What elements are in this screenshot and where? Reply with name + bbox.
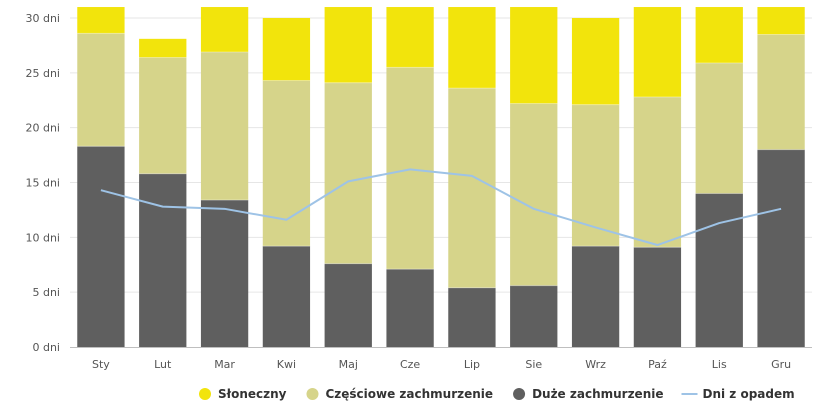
bar-segment	[262, 18, 311, 81]
y-tick-label: 0 dni	[32, 341, 60, 354]
precipitation-series-line	[100, 168, 782, 247]
bar-segment	[139, 173, 187, 347]
bar-segment	[139, 38, 187, 58]
y-tick-label: 20 dni	[25, 122, 60, 135]
bar-segment	[262, 80, 311, 247]
x-tick-label: Kwi	[277, 358, 296, 371]
x-tick-label: Gru	[771, 358, 791, 371]
bar-segment	[510, 103, 558, 286]
legend-label: Duże zachmurzenie	[532, 387, 663, 401]
bar-segment	[77, 33, 125, 147]
legend-marker	[513, 388, 526, 400]
y-tick-label: 15 dni	[25, 177, 60, 190]
bar-segment	[571, 18, 620, 105]
bar-segment	[633, 247, 682, 347]
x-tick-label: Sty	[92, 358, 110, 371]
bar-segment	[386, 7, 434, 68]
y-tick-label: 5 dni	[32, 286, 60, 299]
bar-segment	[324, 7, 372, 83]
legend-marker	[199, 388, 211, 400]
x-tick-label: Sie	[525, 358, 542, 371]
bar-segment	[757, 149, 805, 347]
precipitation-line	[100, 168, 782, 247]
legend-marker	[306, 388, 319, 400]
bar-segment	[757, 34, 805, 150]
bar-segment	[695, 193, 743, 347]
bar-segment	[448, 88, 496, 288]
bar-segment	[757, 7, 805, 35]
x-tick-label: Lis	[712, 358, 727, 371]
bar-segment	[262, 246, 311, 347]
bar-segment	[695, 7, 743, 63]
bar-segment	[633, 7, 682, 97]
bar-segment	[448, 7, 496, 89]
x-tick-label: Maj	[339, 358, 358, 371]
y-tick-label: 30 dni	[25, 12, 60, 25]
legend-label: Słoneczny	[218, 387, 287, 401]
bar-segment	[510, 285, 558, 347]
bar-segment	[324, 263, 372, 347]
bar-segment	[77, 7, 125, 34]
x-tick-label: Wrz	[585, 358, 606, 371]
grid-lines	[70, 17, 812, 293]
x-tick-label: Cze	[400, 358, 420, 371]
x-tick-label: Paź	[648, 358, 667, 371]
bar-segment	[448, 287, 496, 347]
bar-segment	[571, 246, 620, 347]
bar-segment	[386, 67, 434, 270]
bar-segment	[386, 269, 434, 347]
bar-segment	[695, 62, 743, 194]
bar-segment	[200, 51, 249, 201]
bar-segment	[510, 7, 558, 104]
x-tick-label: Lip	[464, 358, 480, 371]
bar-segment	[324, 82, 372, 264]
bar-segment	[77, 146, 125, 347]
y-axis-labels: 0 dni 5 dni 10 dni 15 dni 20 dni 25 dni 30 dni	[25, 12, 60, 354]
legend-label: Częściowe zachmurzenie	[325, 387, 493, 401]
y-tick-label: 25 dni	[25, 67, 60, 80]
bar-segment	[139, 57, 187, 174]
bar-segment	[571, 104, 620, 247]
x-axis-labels: Sty Lut Mar Kwi Maj Cze Lip Sie Wrz Paź Lis Gru	[92, 358, 791, 371]
bar-segment	[633, 96, 682, 248]
bar-segment	[200, 200, 249, 347]
legend: Słoneczny Częściowe zachmurzenie Duże zach…	[199, 387, 795, 401]
bar-segment	[200, 7, 249, 52]
stacked-bars	[77, 7, 805, 347]
legend-label: Dni z opadem	[703, 387, 795, 401]
y-tick-label: 10 dni	[25, 231, 60, 244]
x-tick-label: Lut	[154, 358, 172, 371]
x-tick-label: Mar	[214, 358, 235, 371]
